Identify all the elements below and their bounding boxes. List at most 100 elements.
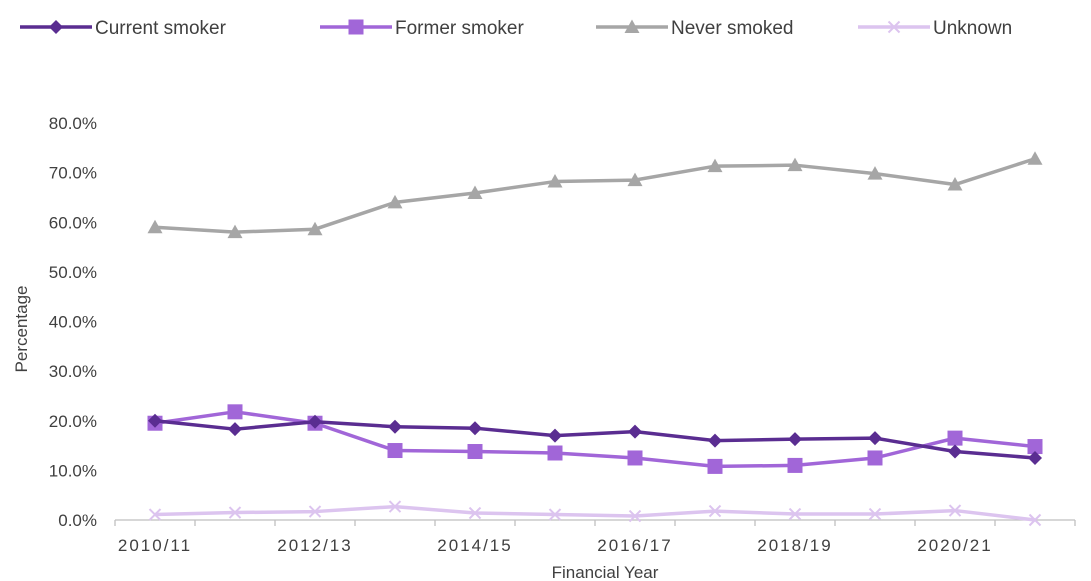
data-point-current-smoker — [228, 422, 242, 437]
data-point-unknown — [1028, 513, 1042, 527]
series-never-smoked — [147, 151, 1043, 239]
data-point-current-smoker — [708, 433, 722, 448]
series-former-smoker — [147, 404, 1043, 474]
x-marker-stroke — [868, 507, 882, 521]
x-marker-stroke — [887, 20, 901, 34]
data-point-former-smoker — [227, 404, 243, 420]
data-point-current-smoker — [948, 444, 962, 459]
data-point-never-smoked — [627, 172, 643, 187]
x-marker-stroke — [308, 505, 322, 518]
legend-label: Current smoker — [95, 18, 227, 39]
data-point-unknown — [868, 507, 882, 521]
data-point-former-smoker — [627, 450, 643, 466]
series-current-smoker — [148, 413, 1042, 465]
x-marker-stroke — [388, 500, 402, 513]
data-point-never-smoked — [1027, 151, 1043, 165]
legend-label: Unknown — [933, 18, 1012, 39]
y-tick-label: 60.0% — [49, 213, 97, 232]
data-point-former-smoker — [387, 443, 403, 459]
data-point-current-smoker — [468, 421, 482, 436]
data-point-former-smoker — [547, 445, 563, 461]
data-point-current-smoker — [148, 413, 162, 428]
data-point-current-smoker — [308, 414, 322, 429]
x-marker-stroke — [628, 509, 642, 523]
x-marker-stroke — [468, 506, 482, 520]
legend-label: Former smoker — [395, 18, 524, 39]
x-marker-stroke — [548, 508, 562, 521]
y-tick-label: 0.0% — [58, 511, 97, 530]
legend-marker — [624, 19, 640, 33]
data-point-never-smoked — [387, 194, 403, 209]
series-layer — [147, 151, 1043, 527]
x-tick-label: 2012/13 — [277, 536, 352, 555]
data-point-never-smoked — [707, 158, 723, 173]
y-tick-label: 80.0% — [49, 114, 97, 133]
data-point-unknown — [228, 506, 242, 519]
data-point-never-smoked — [307, 221, 323, 236]
x-axis: 2010/11 2012/13 2014/15 2016/17 2018/19 2020/… — [114, 519, 1076, 555]
x-tick-label: 2010/11 — [118, 536, 192, 555]
data-point-never-smoked — [147, 219, 163, 234]
legend-label: Never smoked — [671, 18, 794, 39]
data-point-unknown — [148, 508, 162, 521]
legend-marker — [887, 20, 901, 34]
data-point-former-smoker — [787, 457, 803, 473]
y-tick-label: 20.0% — [49, 412, 97, 431]
data-point-former-smoker — [707, 458, 723, 474]
legend-item-former-smoker: Former smoker — [320, 18, 524, 39]
data-point-never-smoked — [947, 177, 963, 191]
data-point-current-smoker — [868, 431, 882, 446]
series-line-current-smoker — [154, 419, 1036, 460]
data-point-never-smoked — [867, 166, 883, 180]
data-point-former-smoker — [867, 450, 883, 466]
legend-item-never-smoked: Never smoked — [596, 18, 794, 39]
legend-marker — [348, 19, 364, 35]
data-point-unknown — [708, 504, 722, 518]
data-point-former-smoker — [467, 444, 483, 460]
series-line-unknown — [154, 504, 1036, 522]
x-marker-stroke — [948, 504, 962, 517]
series-unknown — [148, 500, 1042, 527]
y-axis: 0.0% 10.0% 20.0% 30.0% 40.0% 50.0% 60.0% 70.0% 8… — [49, 114, 97, 530]
data-point-unknown — [308, 505, 322, 518]
data-point-unknown — [548, 508, 562, 521]
x-axis-title: Financial Year — [552, 563, 659, 581]
data-point-unknown — [628, 509, 642, 523]
data-point-current-smoker — [788, 432, 802, 447]
x-marker-stroke — [788, 507, 802, 521]
data-point-unknown — [948, 504, 962, 517]
x-tick-label: 2014/15 — [437, 536, 512, 555]
data-point-former-smoker — [947, 430, 963, 446]
data-point-unknown — [468, 506, 482, 520]
legend-marker — [49, 20, 63, 34]
data-point-never-smoked — [227, 224, 243, 239]
x-marker-stroke — [148, 508, 162, 521]
y-tick-label: 50.0% — [49, 263, 97, 282]
legend-item-current-smoker: Current smoker — [20, 18, 227, 39]
y-tick-label: 30.0% — [49, 362, 97, 381]
data-point-unknown — [388, 500, 402, 513]
x-marker-stroke — [228, 506, 242, 519]
y-tick-label: 70.0% — [49, 164, 97, 183]
legend: Current smoker Former smoker Never smoked U… — [20, 18, 1012, 39]
x-marker-stroke — [708, 504, 722, 518]
x-tick-label: 2020/21 — [917, 536, 992, 555]
data-point-former-smoker — [1027, 439, 1043, 455]
series-line-never-smoked — [154, 157, 1036, 234]
series-line-former-smoker — [154, 410, 1036, 469]
y-tick-label: 10.0% — [49, 461, 97, 480]
data-point-current-smoker — [1028, 450, 1042, 465]
y-axis-title: Percentage — [12, 286, 31, 373]
data-point-never-smoked — [547, 174, 563, 188]
data-point-current-smoker — [628, 424, 642, 439]
data-point-never-smoked — [467, 185, 483, 199]
x-tick-label: 2016/17 — [597, 536, 672, 555]
data-point-unknown — [788, 507, 802, 521]
x-marker-stroke — [1028, 513, 1042, 527]
legend-item-unknown: Unknown — [858, 18, 1012, 39]
x-tick-label: 2018/19 — [757, 536, 832, 555]
data-point-current-smoker — [548, 428, 562, 443]
data-point-never-smoked — [787, 157, 803, 172]
